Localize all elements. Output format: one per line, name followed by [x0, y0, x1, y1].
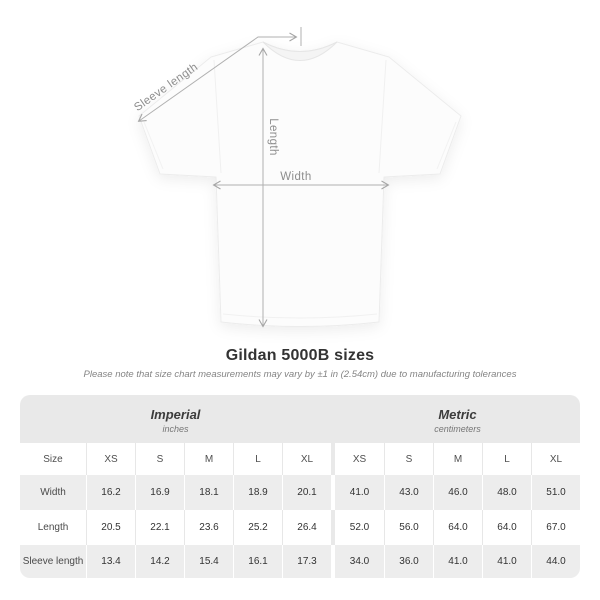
- table-cell: 14.2: [135, 545, 184, 578]
- sleeve-length-line: [139, 37, 296, 121]
- size-table: Imperial inches Metric centimeters Size …: [20, 395, 580, 578]
- table-cell: 52.0: [349, 522, 370, 533]
- row-label: Length: [37, 522, 69, 533]
- measurement-lines: [139, 27, 388, 326]
- table-cell: 51.0: [531, 475, 580, 510]
- table-cell: 15.4: [184, 545, 233, 578]
- tshirt-measurement-diagram: Sleeve length Length Width: [132, 27, 462, 345]
- table-cell: 26.4: [282, 510, 331, 545]
- imperial-group-label: Imperial: [150, 406, 201, 422]
- size-header-row: Size XS S M L XL XS S M L XL: [20, 443, 580, 475]
- table-cell: 22.1: [135, 510, 184, 545]
- tshirt-graphic: [138, 41, 462, 327]
- column-header-xl-imperial: XL: [282, 443, 331, 475]
- column-header-m-metric: M: [433, 443, 482, 475]
- table-cell: 41.0: [349, 487, 370, 498]
- table-cell: 48.0: [482, 475, 531, 510]
- table-row-width: Width 16.2 16.9 18.1 18.9 20.1 41.0 43.0…: [20, 475, 580, 510]
- column-header-xl-metric: XL: [531, 443, 580, 475]
- table-cell: 20.1: [282, 475, 331, 510]
- metric-group-sublabel: centimeters: [434, 423, 481, 434]
- unit-group-header: Imperial inches Metric centimeters: [20, 395, 580, 443]
- table-cell: 16.9: [135, 475, 184, 510]
- row-label: Sleeve length: [22, 556, 84, 567]
- column-header-l-imperial: L: [233, 443, 282, 475]
- column-header-s-metric: S: [384, 443, 433, 475]
- page-title: Gildan 5000B sizes: [225, 347, 375, 364]
- table-cell: 23.6: [184, 510, 233, 545]
- table-cell: 43.0: [384, 475, 433, 510]
- table-cell: 16.1: [233, 545, 282, 578]
- page-subtitle: Please note that size chart measurements…: [83, 369, 517, 380]
- column-header-m-imperial: M: [184, 443, 233, 475]
- table-cell: 67.0: [531, 510, 580, 545]
- table-cell: 18.1: [184, 475, 233, 510]
- table-cell: 34.0: [349, 556, 370, 567]
- column-header-l-metric: L: [482, 443, 531, 475]
- column-header-xs-metric: XS: [352, 453, 367, 465]
- table-cell: 56.0: [384, 510, 433, 545]
- table-cell: 36.0: [384, 545, 433, 578]
- table-cell: 46.0: [433, 475, 482, 510]
- group-divider: [331, 475, 335, 510]
- table-cell: 16.2: [86, 475, 135, 510]
- table-cell: 64.0: [433, 510, 482, 545]
- table-cell: 41.0: [482, 545, 531, 578]
- group-divider: [331, 443, 335, 475]
- right-sleeve-seam: [378, 59, 387, 174]
- table-cell: 64.0: [482, 510, 531, 545]
- table-cell: 25.2: [233, 510, 282, 545]
- table-cell: 18.9: [233, 475, 282, 510]
- metric-group-label: Metric: [438, 406, 477, 422]
- group-divider: [331, 510, 335, 545]
- table-row-sleeve-length: Sleeve length 13.4 14.2 15.4 16.1 17.3 3…: [20, 545, 580, 578]
- group-divider: [331, 545, 335, 578]
- length-label: Length: [267, 118, 279, 156]
- right-sleeve-hem-seam: [436, 121, 457, 170]
- tshirt-body: [138, 41, 462, 327]
- table-cell: 44.0: [531, 545, 580, 578]
- table-cell: 13.4: [86, 545, 135, 578]
- table-cell: 20.5: [86, 510, 135, 545]
- size-column-header: Size: [43, 453, 63, 465]
- imperial-group: Imperial inches: [20, 395, 331, 443]
- left-sleeve-hem-seam: [143, 121, 164, 170]
- width-label: Width: [280, 171, 311, 183]
- table-cell: 17.3: [282, 545, 331, 578]
- table-row-length: Length 20.5 22.1 23.6 25.2 26.4 52.0 56.…: [20, 510, 580, 545]
- bottom-hem-seam: [222, 313, 378, 319]
- imperial-group-sublabel: inches: [162, 423, 189, 434]
- column-header-xs-imperial: XS: [86, 443, 135, 475]
- table-cell: 41.0: [433, 545, 482, 578]
- metric-group: Metric centimeters: [335, 395, 580, 443]
- row-label: Width: [40, 487, 66, 498]
- column-header-s-imperial: S: [135, 443, 184, 475]
